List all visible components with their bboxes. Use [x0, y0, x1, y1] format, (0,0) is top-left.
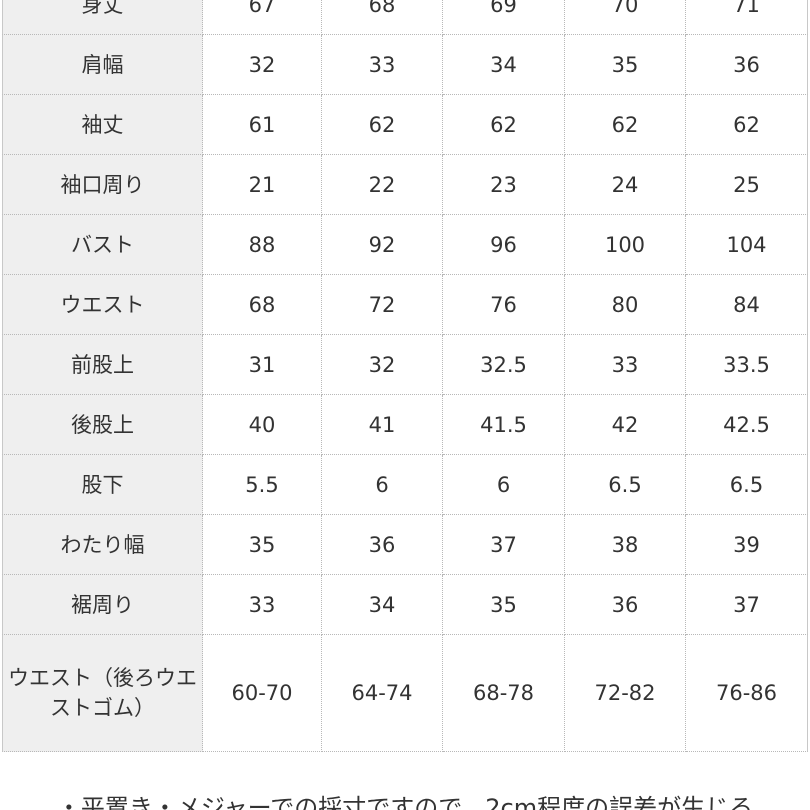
size-value: 34 [322, 575, 443, 635]
size-value: 61 [203, 95, 322, 155]
row-label: 後股上 [2, 395, 203, 455]
size-value: 35 [203, 515, 322, 575]
row-label: 裾周り [2, 575, 203, 635]
size-value: 22 [322, 155, 443, 215]
row-label: 袖口周り [2, 155, 203, 215]
row-label: 肩幅 [2, 35, 203, 95]
size-value: 76-86 [686, 635, 808, 752]
size-value: 40 [203, 395, 322, 455]
size-value: 62 [686, 95, 808, 155]
size-value: 23 [443, 155, 565, 215]
size-value: 62 [565, 95, 686, 155]
size-value: 34 [443, 35, 565, 95]
size-value: 80 [565, 275, 686, 335]
size-value: 72-82 [565, 635, 686, 752]
size-value: 32.5 [443, 335, 565, 395]
note: ・平置き・メジャーでの採寸ですので、2cm程度の誤差が生じる [56, 794, 754, 810]
size-value: 41.5 [443, 395, 565, 455]
row-label: わたり幅 [2, 515, 203, 575]
size-value: 41 [322, 395, 443, 455]
size-value: 72 [322, 275, 443, 335]
size-value: 42.5 [686, 395, 808, 455]
size-value: 88 [203, 215, 322, 275]
size-value: 32 [322, 335, 443, 395]
size-value: 100 [565, 215, 686, 275]
size-value: 96 [443, 215, 565, 275]
size-value: 6.5 [565, 455, 686, 515]
size-value: 62 [322, 95, 443, 155]
size-value: 33 [203, 575, 322, 635]
size-value: 6.5 [686, 455, 808, 515]
size-value: 24 [565, 155, 686, 215]
size-value: 64-74 [322, 635, 443, 752]
size-value: 33.5 [686, 335, 808, 395]
size-value: 68-78 [443, 635, 565, 752]
size-value: 60-70 [203, 635, 322, 752]
size-value: 70 [565, 0, 686, 35]
size-value: 25 [686, 155, 808, 215]
size-value: 36 [565, 575, 686, 635]
size-value: 38 [565, 515, 686, 575]
size-value: 31 [203, 335, 322, 395]
size-value: 37 [443, 515, 565, 575]
size-value: 76 [443, 275, 565, 335]
row-label: 身丈 [2, 0, 203, 35]
size-value: 5.5 [203, 455, 322, 515]
size-value: 33 [322, 35, 443, 95]
row-label: ウエスト [2, 275, 203, 335]
row-label: バスト [2, 215, 203, 275]
size-value: 33 [565, 335, 686, 395]
size-value: 69 [443, 0, 565, 35]
size-value: 67 [203, 0, 322, 35]
row-label: 股下 [2, 455, 203, 515]
size-value: 37 [686, 575, 808, 635]
size-value: 36 [686, 35, 808, 95]
size-value: 92 [322, 215, 443, 275]
size-value: 35 [443, 575, 565, 635]
size-value: 62 [443, 95, 565, 155]
size-value: 35 [565, 35, 686, 95]
size-value: 6 [443, 455, 565, 515]
row-label: 袖丈 [2, 95, 203, 155]
size-value: 39 [686, 515, 808, 575]
row-label: 前股上 [2, 335, 203, 395]
size-value: 104 [686, 215, 808, 275]
size-value: 21 [203, 155, 322, 215]
size-value: 68 [203, 275, 322, 335]
size-value: 71 [686, 0, 808, 35]
size-value: 36 [322, 515, 443, 575]
row-label: ウエスト（後ろウエストゴム） [2, 635, 203, 752]
size-value: 84 [686, 275, 808, 335]
size-value: 68 [322, 0, 443, 35]
size-value: 6 [322, 455, 443, 515]
size-value: 32 [203, 35, 322, 95]
size-value: 42 [565, 395, 686, 455]
